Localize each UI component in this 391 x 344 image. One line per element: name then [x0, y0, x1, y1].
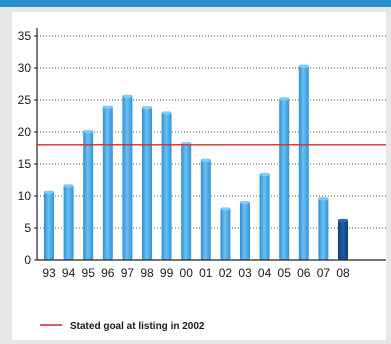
x-tick-label: 04	[258, 266, 272, 280]
bar-cap-03	[240, 200, 250, 205]
y-tick-label: 15	[18, 157, 32, 171]
y-tick-label: 0	[24, 253, 31, 267]
x-tick-label: 08	[336, 266, 350, 280]
x-tick-label: 07	[317, 266, 331, 280]
bar-05	[279, 97, 290, 260]
x-tick-label: 93	[42, 266, 56, 280]
x-tick-label: 97	[121, 266, 135, 280]
x-tick-label: 06	[297, 266, 311, 280]
x-tick-label: 95	[82, 266, 96, 280]
bar-cap-94	[63, 184, 74, 188]
bar-03	[240, 201, 250, 260]
bar-96	[102, 105, 113, 260]
bar-93	[44, 190, 54, 260]
y-tick-labels: 0 5 10 15 20 25 30 35	[18, 29, 32, 267]
bar-cap-98	[142, 106, 152, 110]
bar-00	[181, 142, 192, 260]
bar-08	[338, 219, 348, 260]
legend: Stated goal at listing in 2002	[40, 321, 205, 332]
x-tick-label: 01	[199, 266, 213, 280]
bar-01	[200, 158, 211, 260]
y-tick-label: 35	[18, 29, 32, 43]
bar-cap-95	[83, 129, 94, 134]
x-tick-label: 02	[219, 266, 233, 280]
bar-cap-07	[318, 196, 329, 201]
bar-cap-04	[259, 172, 270, 177]
x-tick-label: 03	[238, 266, 252, 280]
bar-95	[83, 130, 94, 260]
x-tick-label: 98	[140, 266, 154, 280]
bar-07	[318, 197, 329, 260]
bar-cap-08	[338, 218, 348, 223]
bar-02	[220, 207, 231, 260]
bar-cap-99	[161, 111, 172, 115]
bar-cap-02	[220, 207, 231, 211]
y-tick-label: 10	[18, 189, 32, 203]
top-accent-bar	[0, 0, 391, 7]
bar-94	[63, 184, 74, 260]
y-tick-label: 30	[18, 61, 32, 75]
bar-cap-06	[298, 64, 309, 69]
x-tick-labels: 93 94 95 96 97 98 99 00 01 02 03 04 05 06 07 08	[42, 266, 350, 280]
bar-97	[122, 94, 133, 260]
bar-cap-01	[200, 158, 211, 163]
y-tick-label: 25	[18, 93, 32, 107]
bar-cap-93	[44, 190, 54, 195]
legend-label: Stated goal at listing in 2002	[70, 321, 205, 332]
bar-98	[142, 106, 152, 261]
bar-06	[298, 64, 309, 260]
x-tick-label: 99	[160, 266, 174, 280]
bar-cap-05	[279, 97, 290, 101]
bar-04	[259, 172, 270, 260]
grid-lines	[37, 35, 386, 229]
axes	[34, 28, 386, 261]
y-tick-label: 5	[24, 221, 31, 235]
x-tick-label: 96	[101, 266, 115, 280]
x-tick-label: 94	[62, 266, 76, 280]
x-tick-label: 05	[278, 266, 292, 280]
y-tick-label: 20	[18, 125, 32, 139]
x-tick-label: 00	[180, 266, 194, 280]
plot-background	[12, 12, 386, 340]
bar-99	[161, 111, 172, 261]
bar-cap-97	[122, 94, 133, 99]
bar-cap-96	[102, 105, 113, 110]
